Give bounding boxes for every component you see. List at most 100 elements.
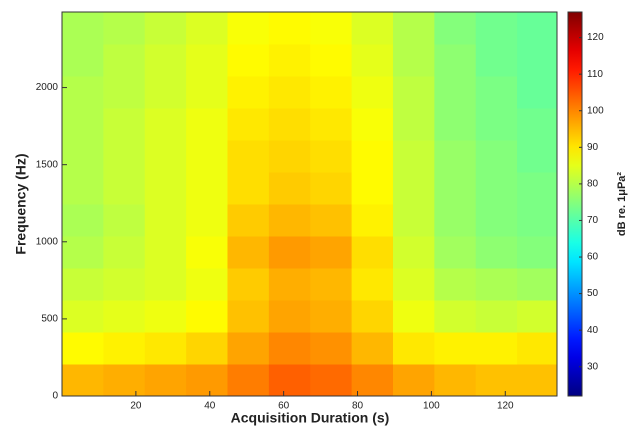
heatmap-cell — [62, 332, 104, 365]
heatmap-cell — [310, 172, 353, 205]
heatmap-cell — [227, 364, 270, 396]
heatmap-cell — [517, 44, 557, 77]
heatmap-cell — [475, 204, 518, 237]
colorbar-tick-label: 110 — [587, 69, 603, 80]
y-axis-label: Frequency (Hz) — [13, 153, 29, 254]
heatmap-cell — [144, 12, 187, 45]
heatmap-cell — [62, 76, 104, 109]
heatmap-cell — [351, 332, 394, 365]
heatmap-cell — [475, 140, 518, 173]
heatmap-cell — [310, 76, 353, 109]
y-tick-label: 0 — [52, 391, 58, 402]
heatmap-cell — [475, 108, 518, 141]
heatmap-cell — [434, 108, 477, 141]
heatmap-cell — [227, 76, 270, 109]
heatmap-cell — [227, 12, 270, 45]
y-tick-label: 1500 — [36, 159, 59, 170]
heatmap-cell — [227, 172, 270, 205]
heatmap-cell — [268, 204, 311, 237]
heatmap-cell — [62, 268, 104, 301]
heatmap-cell — [475, 236, 518, 269]
heatmap-cell — [434, 76, 477, 109]
heatmap-cell — [434, 204, 477, 237]
heatmap-cell — [103, 108, 146, 141]
heatmap-cell — [310, 364, 353, 396]
heatmap-cell — [351, 300, 394, 333]
heatmap-cell — [517, 172, 557, 205]
heatmap-cell — [434, 44, 477, 77]
heatmap-cell — [268, 108, 311, 141]
heatmap-cell — [103, 204, 146, 237]
heatmap-cell — [434, 12, 477, 45]
heatmap-cell — [475, 364, 518, 396]
heatmap-cell — [268, 268, 311, 301]
x-axis-label: Acquisition Duration (s) — [231, 410, 390, 426]
heatmap-cell — [434, 172, 477, 205]
heatmap-cell — [268, 172, 311, 205]
heatmap-cell — [103, 364, 146, 396]
heatmap-cell — [62, 204, 104, 237]
heatmap-cell — [227, 108, 270, 141]
heatmap-cell — [144, 140, 187, 173]
heatmap-cell — [186, 332, 228, 365]
y-tick-label: 500 — [41, 314, 58, 325]
heatmap-cell — [62, 364, 104, 396]
heatmap-cell — [268, 300, 311, 333]
heatmap-cell — [310, 12, 353, 45]
heatmap-cell — [186, 236, 228, 269]
heatmap-cell — [227, 300, 270, 333]
heatmap-cell — [103, 76, 146, 109]
heatmap-cell — [144, 44, 187, 77]
heatmap-cell — [227, 236, 270, 269]
heatmap-cell — [144, 204, 187, 237]
heatmap-cell — [475, 44, 518, 77]
heatmap-cell — [62, 172, 104, 205]
heatmap-cell — [392, 172, 435, 205]
heatmap-cell — [392, 268, 435, 301]
heatmap-cell — [517, 364, 557, 396]
heatmap-cell — [392, 204, 435, 237]
x-tick-label: 40 — [204, 401, 216, 412]
heatmap-cell — [475, 268, 518, 301]
colorbar-tick-label: 80 — [587, 179, 599, 190]
heatmap-cell — [144, 300, 187, 333]
heatmap-cell — [268, 236, 311, 269]
heatmap-cell — [310, 204, 353, 237]
heatmap-cell — [475, 332, 518, 365]
heatmap-cell — [268, 76, 311, 109]
heatmap-cell — [351, 108, 394, 141]
heatmap-cell — [144, 108, 187, 141]
heatmap-cell — [351, 268, 394, 301]
x-tick-label: 80 — [352, 401, 364, 412]
heatmap-cell — [351, 364, 394, 396]
heatmap-cell — [351, 172, 394, 205]
heatmap-cell — [392, 108, 435, 141]
colorbar-label: dB re. 1μPa² — [616, 172, 628, 237]
heatmap-cell — [186, 364, 228, 396]
heatmap-cell — [517, 268, 557, 301]
heatmap-cell — [62, 44, 104, 77]
heatmap-cell — [434, 236, 477, 269]
heatmap-cell — [227, 140, 270, 173]
heatmap-cell — [392, 300, 435, 333]
heatmap-cell — [144, 364, 187, 396]
heatmap-cell — [392, 332, 435, 365]
heatmap-cell — [227, 44, 270, 77]
heatmap-cell — [517, 332, 557, 365]
x-tick-label: 60 — [278, 401, 290, 412]
heatmap-cell — [351, 236, 394, 269]
heatmap-cell — [103, 268, 146, 301]
heatmap-cell — [351, 204, 394, 237]
heatmap-cell — [434, 364, 477, 396]
heatmap-cell — [186, 300, 228, 333]
colorbar-tick-label: 50 — [587, 288, 599, 299]
y-tick-label: 2000 — [36, 82, 59, 93]
heatmap-cell — [268, 140, 311, 173]
heatmap-cell — [517, 76, 557, 109]
x-tick-label: 100 — [423, 401, 440, 412]
x-tick-label: 120 — [497, 401, 514, 412]
heatmap-cell — [186, 268, 228, 301]
heatmap-cell — [310, 300, 353, 333]
x-tick-label: 20 — [130, 401, 142, 412]
